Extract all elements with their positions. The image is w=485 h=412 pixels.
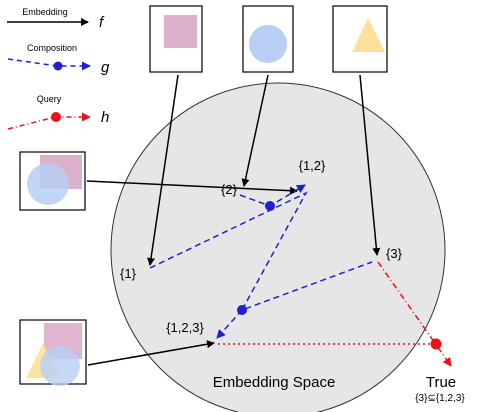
legend-query-label: Query: [37, 94, 62, 104]
embedding-space-region: [110, 82, 446, 412]
input-box-triangle: [332, 5, 388, 73]
composition-dot-12: [265, 201, 275, 211]
legend-embedding-symbol: f: [99, 14, 105, 31]
point-label-set-1: {1}: [120, 266, 137, 281]
legend-query-arrow: [7, 112, 91, 130]
input-box-square: [149, 5, 203, 73]
composition-dot-123: [237, 305, 247, 315]
embedding-space-title: Embedding Space: [213, 374, 336, 391]
embedding-arrow-square-circle: [86, 180, 298, 195]
composition-arrow-123-head: [216, 309, 243, 339]
embedding-arrow-square: [147, 74, 179, 266]
legend-embedding-label: Embedding: [22, 7, 68, 17]
circle-icon: [40, 346, 80, 386]
legend-composition-arrow: [7, 58, 91, 71]
point-label-set-123: {1,2,3}: [166, 320, 204, 335]
embedding-arrow-circle: [241, 74, 269, 187]
query-result-value: True: [426, 374, 456, 391]
point-label-set-3: {3}: [386, 246, 403, 261]
legend-query-symbol: h: [101, 109, 109, 126]
composition-arrow-123: [149, 191, 373, 312]
legend: Embedding f Composition g Query h: [7, 7, 110, 130]
square-icon: [164, 15, 197, 48]
embedding-arrow-all-three: [87, 340, 215, 366]
triangle-icon: [352, 18, 385, 52]
input-box-square-circle: [19, 151, 86, 211]
input-box-square-circle-triangle: [19, 319, 87, 386]
point-label-set-2: {2}: [221, 182, 238, 197]
query-dot: [430, 338, 442, 350]
point-label-set-12: {1,2}: [299, 158, 326, 173]
legend-composition-dot: [53, 61, 63, 71]
query-result-expression: {3}⊆{1,2,3}: [415, 393, 465, 404]
legend-composition-symbol: g: [101, 59, 110, 76]
circle-icon: [27, 163, 69, 205]
legend-composition-label: Composition: [27, 43, 77, 53]
legend-query-dot: [51, 112, 61, 122]
input-box-circle: [242, 5, 294, 73]
embedding-arrow-triangle: [359, 74, 381, 256]
circle-icon: [249, 25, 287, 63]
